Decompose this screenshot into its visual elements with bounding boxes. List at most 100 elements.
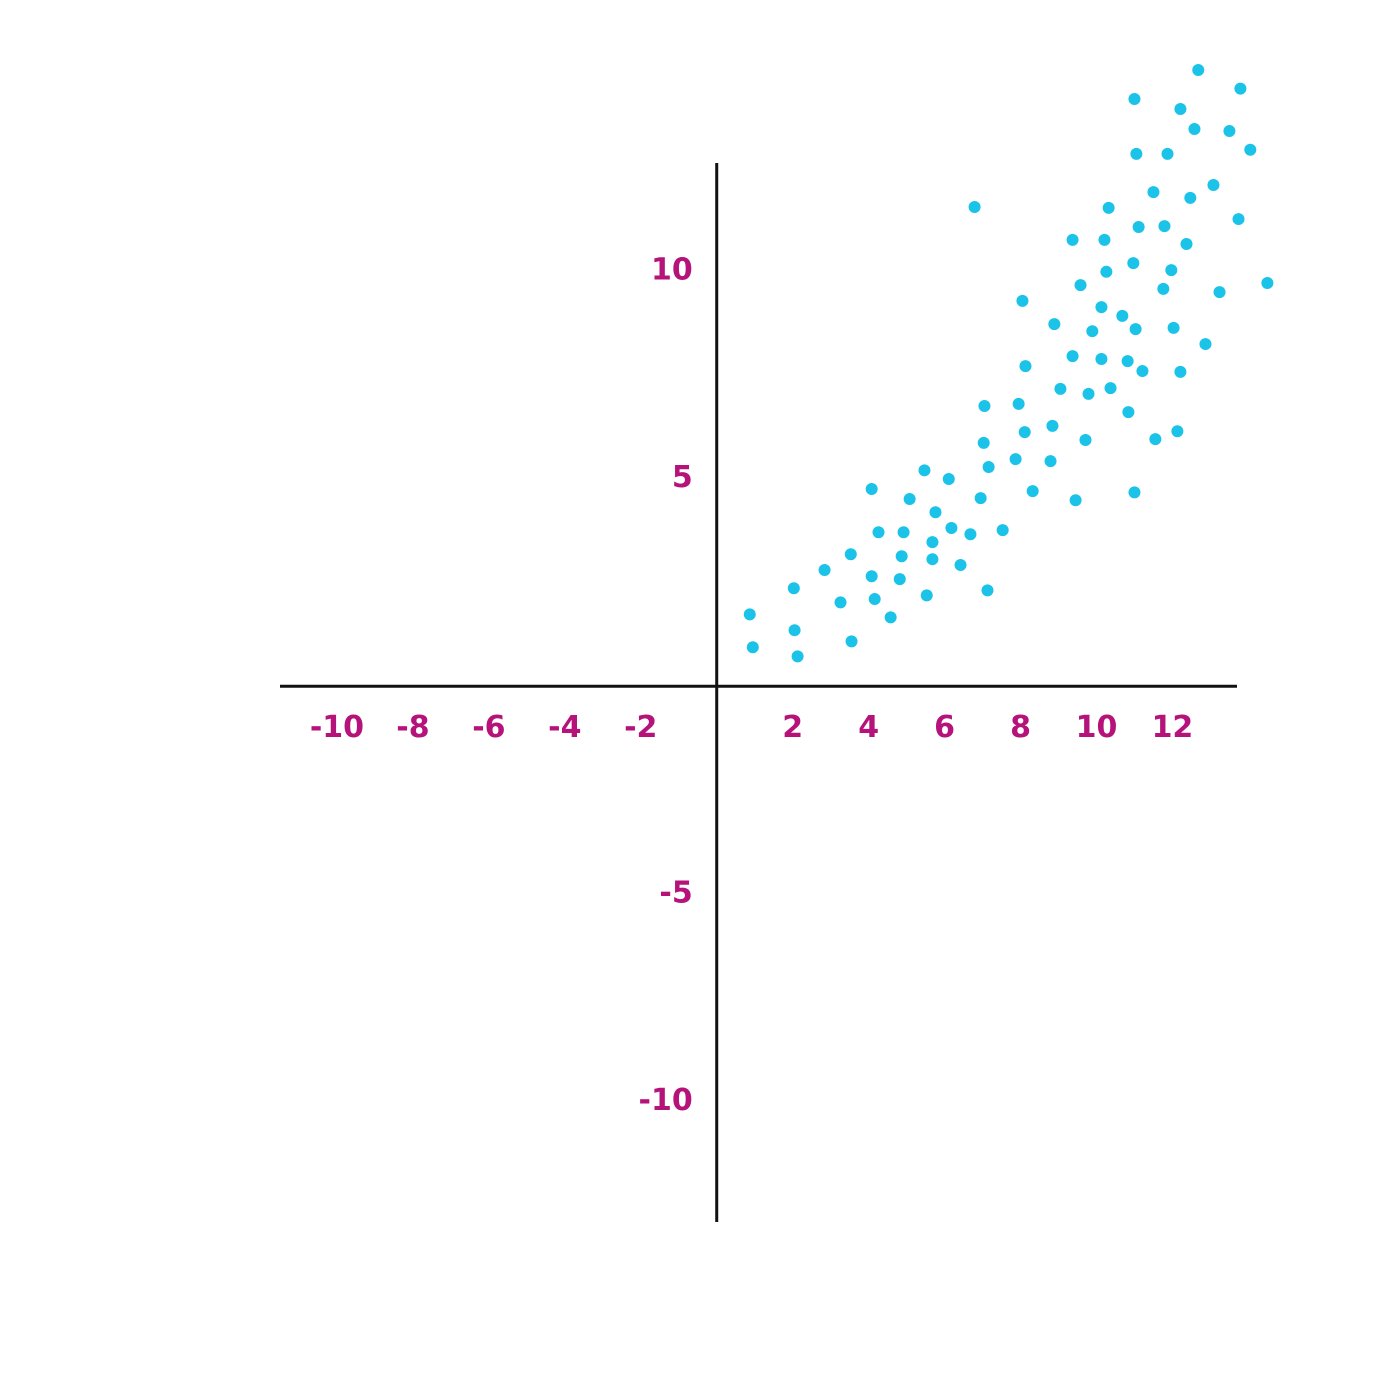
point: [1207, 179, 1220, 192]
point: [788, 624, 801, 637]
point: [1261, 277, 1274, 290]
point: [897, 526, 910, 539]
x-tick-label: 8: [1010, 710, 1031, 745]
point: [1100, 265, 1113, 278]
point: [834, 596, 847, 609]
point: [929, 506, 942, 519]
x-tick-label: -2: [624, 710, 657, 745]
x-tick-label: 2: [782, 710, 803, 745]
point: [1009, 453, 1022, 466]
point: [1129, 323, 1142, 336]
y-tick-label: -10: [639, 1083, 693, 1118]
point: [865, 570, 878, 583]
point: [1130, 147, 1143, 160]
point: [1128, 93, 1141, 106]
point: [1192, 63, 1205, 76]
point: [1079, 434, 1092, 447]
point: [746, 641, 759, 654]
point: [918, 464, 931, 477]
point: [1026, 485, 1039, 498]
point: [1174, 365, 1187, 378]
point: [845, 635, 858, 648]
point: [1066, 350, 1079, 363]
point: [1122, 406, 1135, 419]
point: [1234, 82, 1247, 95]
point: [1012, 397, 1025, 410]
point: [872, 526, 885, 539]
x-tick-label: -10: [310, 710, 364, 745]
point: [964, 528, 977, 541]
point: [1121, 355, 1134, 368]
point: [968, 201, 981, 214]
point: [1180, 237, 1193, 250]
point: [926, 536, 939, 549]
point: [1116, 309, 1129, 322]
point: [1128, 486, 1141, 499]
point: [1095, 353, 1108, 366]
point: [1082, 387, 1095, 400]
point: [1136, 365, 1149, 378]
point: [903, 492, 916, 505]
point: [945, 522, 958, 535]
point: [1161, 147, 1174, 160]
point: [942, 473, 955, 486]
point: [1054, 382, 1067, 395]
x-tick-label: 4: [858, 710, 879, 745]
point: [1127, 257, 1140, 270]
point: [977, 436, 990, 449]
point: [868, 593, 881, 606]
point: [1016, 294, 1029, 307]
point: [1167, 321, 1180, 334]
point: [791, 650, 804, 663]
point: [1069, 494, 1082, 507]
point: [893, 573, 906, 586]
point: [1223, 125, 1236, 138]
point: [1213, 286, 1226, 299]
point: [1188, 122, 1201, 135]
point: [1102, 201, 1115, 214]
point: [996, 524, 1009, 537]
point: [1132, 220, 1145, 233]
point: [787, 582, 800, 595]
point: [1019, 360, 1032, 373]
x-tick-label: -6: [472, 710, 505, 745]
point: [1199, 338, 1212, 351]
point: [1086, 325, 1099, 338]
y-tick-label: -5: [659, 875, 692, 910]
point: [1157, 282, 1170, 295]
x-tick-label: 6: [934, 710, 955, 745]
point: [1158, 220, 1171, 233]
x-tick-label: 12: [1152, 710, 1194, 745]
point: [1149, 433, 1162, 446]
point: [982, 460, 995, 473]
x-tick-label: 10: [1076, 710, 1118, 745]
point: [1048, 318, 1061, 331]
point: [1232, 213, 1245, 226]
point: [978, 399, 991, 412]
point: [1147, 186, 1160, 199]
point: [1174, 103, 1187, 116]
point: [818, 563, 831, 576]
point: [1066, 233, 1079, 246]
y-tick-label: 5: [672, 460, 693, 495]
point: [895, 550, 908, 563]
point: [1074, 279, 1087, 292]
point: [920, 589, 933, 602]
point: [1104, 382, 1117, 395]
point: [1244, 143, 1257, 156]
point: [884, 611, 897, 624]
point: [1044, 455, 1057, 468]
y-tick-label: 10: [651, 252, 693, 287]
point: [1184, 191, 1197, 204]
point: [981, 584, 994, 597]
x-tick-label: -4: [548, 710, 581, 745]
point: [926, 553, 939, 566]
point: [865, 483, 878, 496]
point: [954, 559, 967, 572]
x-tick-label: -8: [396, 710, 429, 745]
point: [1165, 264, 1178, 277]
point: [974, 492, 987, 505]
point: [1018, 426, 1031, 439]
point: [1046, 419, 1059, 432]
